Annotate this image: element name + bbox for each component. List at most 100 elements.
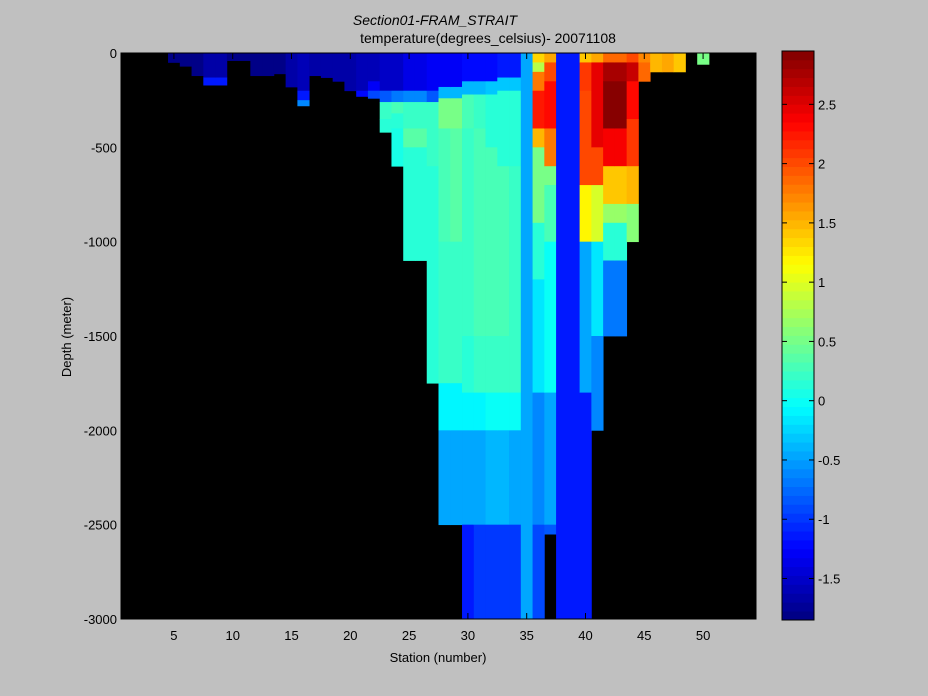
heatmap-cell-station-14 [273, 53, 287, 75]
heatmap-cell-station-27 [426, 102, 439, 167]
heatmap-cell-station-26 [414, 53, 428, 92]
chart-title: Section01-FRAM_STRAIT [353, 12, 519, 28]
heatmap-cell-station-42 [603, 62, 616, 82]
heatmap-cell-station-31 [473, 524, 486, 620]
heatmap-cell-station-42 [603, 222, 616, 261]
heatmap-cell-station-41 [591, 53, 604, 63]
heatmap-cell-station-32 [485, 524, 498, 620]
colorbar-step [782, 424, 814, 434]
colorbar-step [782, 379, 814, 390]
heatmap-cell-station-36 [532, 147, 545, 224]
heatmap-cell-station-17 [309, 53, 322, 77]
heatmap-cell-station-29 [450, 383, 463, 431]
colorbar-step [782, 442, 814, 452]
heatmap-cell-station-29 [450, 241, 463, 384]
heatmap-cell-station-44 [626, 203, 639, 243]
heatmap-cell-station-11 [238, 53, 251, 61]
heatmap-cell-station-36 [532, 71, 545, 92]
heatmap-cell-station-23 [379, 53, 392, 92]
heatmap-cell-station-44 [626, 81, 639, 120]
colorbar-step [782, 531, 814, 541]
colorbar-ticks: -1.5 -1 -0.5 0 0.5 1 1.5 2 2.5 [782, 97, 840, 587]
colorbar-step [782, 566, 814, 576]
heatmap-cell-station-30 [462, 336, 475, 393]
heatmap-cell-station-32 [485, 336, 498, 393]
heatmap-cell-station-22 [367, 90, 381, 99]
x-tick-label: 15 [284, 628, 298, 643]
heatmap-cell-station-26 [414, 90, 428, 103]
y-tick-label: -2000 [84, 423, 117, 438]
heatmap-cell-station-26 [414, 128, 428, 148]
heatmap-cell-station-34 [509, 166, 522, 337]
colorbar-step [782, 486, 814, 496]
heatmap-cell-station-22 [367, 53, 381, 82]
colorbar-step [782, 139, 814, 150]
colorbar-step [782, 415, 814, 425]
heatmap-cell-station-36 [532, 128, 545, 148]
heatmap-cell-station-31 [473, 336, 486, 393]
heatmap-cell-station-24 [391, 113, 404, 129]
heatmap-cell-station-33 [497, 430, 510, 526]
heatmap-cell-station-30 [462, 430, 475, 526]
heatmap-cell-station-44 [626, 119, 639, 167]
heatmap-cell-station-28 [438, 383, 451, 431]
heatmap-cell-station-33 [497, 392, 510, 431]
heatmap-cell-station-36 [532, 222, 545, 280]
heatmap-cell-station-20 [344, 53, 357, 92]
heatmap-cell-station-36 [532, 90, 545, 129]
heatmap-cell-station-34 [509, 77, 522, 92]
colorbar-step [782, 495, 814, 505]
heatmap-cell-station-41 [591, 241, 604, 337]
heatmap-cell-station-29 [450, 430, 463, 526]
colorbar-step [782, 539, 814, 550]
heatmap-cell-station-37 [544, 81, 557, 129]
heatmap-cell-station-40 [579, 62, 592, 92]
heatmap-cell-station-29 [450, 53, 463, 88]
heatmap-cell-station-41 [591, 62, 604, 92]
heatmap-cell-station-16 [297, 90, 310, 101]
colorbar-step [782, 202, 814, 212]
colorbar-step [782, 477, 814, 488]
heatmap-cell-station-38 [556, 53, 569, 620]
heatmap-cell-station-26 [414, 147, 428, 261]
heatmap-cell-station-36 [532, 524, 545, 620]
heatmap-cell-station-40 [579, 392, 592, 620]
heatmap-cell-station-42 [603, 128, 616, 167]
colorbar-tick-label: 0.5 [818, 334, 836, 349]
heatmap-cell-station-28 [438, 53, 451, 88]
heatmap-cell-station-33 [497, 336, 510, 393]
colorbar-step [782, 291, 814, 301]
x-axis-label: Station (number) [390, 650, 487, 665]
heatmap-cell-station-32 [485, 81, 498, 95]
colorbar-step [782, 131, 814, 141]
colorbar-step [782, 433, 814, 443]
colorbar-step [782, 548, 814, 559]
heatmap-cell-station-23 [379, 90, 392, 103]
heatmap-cell-station-31 [473, 53, 486, 82]
heatmap-cell-station-40 [579, 185, 592, 243]
heatmap-cell-station-29 [450, 86, 463, 99]
heatmap-cell-station-34 [509, 524, 522, 620]
heatmap-cell-station-37 [544, 392, 557, 526]
colorbar-step [782, 175, 814, 185]
heatmap-cell-station-40 [579, 90, 592, 186]
heatmap-cell-station-36 [532, 62, 545, 73]
x-tick-label: 20 [343, 628, 357, 643]
heatmap-cell-station-30 [462, 53, 475, 82]
colorbar-step [782, 219, 814, 230]
colorbar-step [782, 113, 814, 123]
colorbar-step [782, 602, 814, 612]
colorbar-step [782, 353, 814, 363]
colorbar-tick-label: 1 [818, 275, 825, 290]
heatmap-cell-station-37 [544, 524, 557, 535]
heatmap-cell-station-32 [485, 53, 498, 82]
heatmap-cell-station-23 [379, 119, 392, 133]
heatmap-cell-station-24 [391, 128, 404, 167]
colorbar-step [782, 148, 814, 159]
heatmap-cell-station-13 [262, 53, 275, 77]
heatmap-cell-station-28 [438, 86, 451, 99]
y-tick-label: 0 [110, 46, 117, 61]
heatmap-cell-station-16 [297, 100, 310, 107]
heatmap-cell-station-25 [403, 147, 416, 261]
heatmap-cell-station-12 [250, 53, 263, 77]
